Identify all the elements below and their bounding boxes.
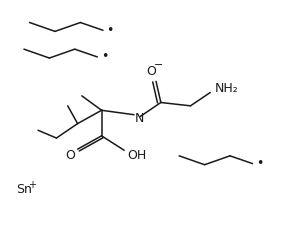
Text: O: O [66, 149, 76, 162]
Text: •: • [256, 157, 263, 170]
Text: NH₂: NH₂ [215, 81, 239, 94]
Text: +: + [28, 180, 36, 190]
Text: −: − [154, 60, 164, 70]
Text: OH: OH [127, 149, 146, 162]
Text: O: O [146, 65, 156, 78]
Text: •: • [101, 50, 108, 63]
Text: •: • [106, 24, 114, 37]
Text: Sn: Sn [16, 183, 32, 196]
Text: N: N [135, 112, 144, 125]
